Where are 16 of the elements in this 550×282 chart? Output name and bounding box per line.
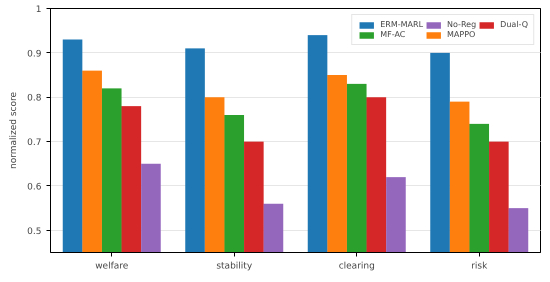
y-tick-label: 0.9 bbox=[27, 49, 42, 60]
x-tick-label: welfare bbox=[95, 262, 129, 272]
x-tick-label: risk bbox=[471, 262, 488, 272]
y-tick-label: 0.5 bbox=[27, 226, 42, 237]
y-axis-title: normalized score bbox=[9, 92, 20, 170]
x-tick-label: stability bbox=[216, 262, 253, 272]
legend-label: No-Reg bbox=[447, 20, 476, 29]
legend-label: Dual-Q bbox=[500, 20, 528, 29]
y-tick-label: 0.8 bbox=[27, 94, 42, 104]
y-tick-label: 0.7 bbox=[27, 138, 42, 148]
y-tick-label: 1 bbox=[36, 5, 42, 15]
legend-label: MAPPO bbox=[447, 30, 476, 39]
x-tick-label: clearing bbox=[338, 262, 375, 272]
legend-label: ERM-MARL bbox=[380, 20, 424, 29]
y-tick-label: 0.6 bbox=[27, 182, 42, 192]
legend-label: MF-AC bbox=[380, 30, 406, 39]
